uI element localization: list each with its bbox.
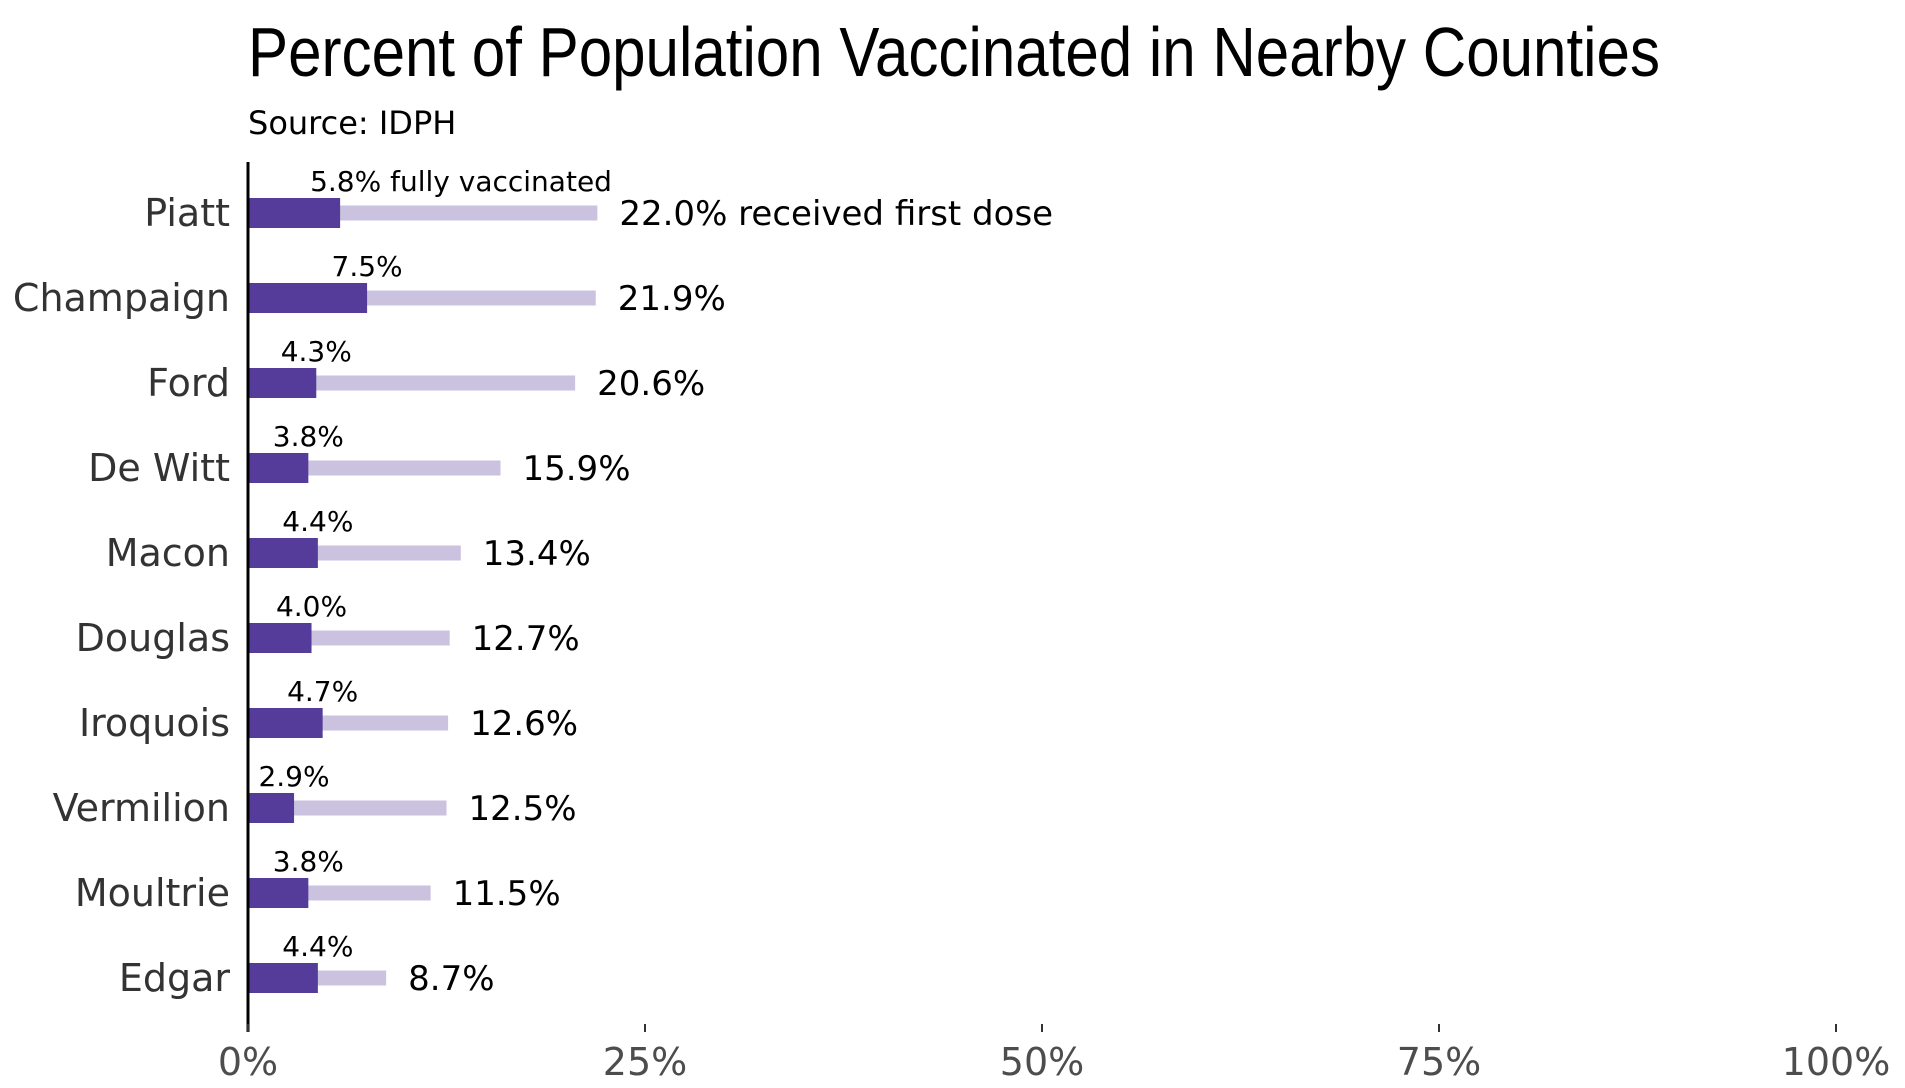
bar-fully-vaccinated — [248, 793, 295, 823]
label-fully-vaccinated: 4.4% — [282, 930, 353, 963]
label-fully-vaccinated: 2.9% — [258, 760, 329, 793]
label-fully-vaccinated: 3.8% — [273, 420, 344, 453]
bar-fully-vaccinated — [248, 368, 317, 398]
category-label: De Witt — [88, 446, 230, 490]
bar-fully-vaccinated — [248, 283, 368, 313]
category-label: Iroquois — [79, 701, 230, 745]
label-fully-vaccinated: 4.4% — [282, 505, 353, 538]
label-fully-vaccinated: 5.8% fully vaccinated — [310, 165, 612, 198]
label-first-dose: 8.7% — [408, 959, 494, 999]
label-fully-vaccinated: 4.0% — [276, 590, 347, 623]
x-tick-label: 75% — [1397, 1040, 1481, 1084]
label-first-dose: 12.5% — [469, 789, 577, 829]
chart-title: Percent of Population Vaccinated in Near… — [248, 13, 1660, 91]
category-label: Piatt — [144, 191, 230, 235]
label-first-dose: 11.5% — [453, 874, 561, 914]
label-first-dose: 15.9% — [522, 449, 630, 489]
bar-fully-vaccinated — [248, 963, 318, 993]
label-first-dose: 20.6% — [597, 364, 705, 404]
label-fully-vaccinated: 7.5% — [332, 250, 403, 283]
chart-subtitle: Source: IDPH — [248, 104, 456, 142]
bar-first-dose — [248, 375, 576, 391]
label-fully-vaccinated: 3.8% — [273, 845, 344, 878]
category-label: Macon — [106, 531, 230, 575]
bar-fully-vaccinated — [248, 623, 312, 653]
label-fully-vaccinated: 4.3% — [281, 335, 352, 368]
label-first-dose: 21.9% — [618, 279, 726, 319]
category-label: Edgar — [119, 956, 231, 1000]
label-first-dose: 22.0% received first dose — [619, 194, 1053, 234]
category-label: Champaign — [13, 276, 230, 320]
bar-fully-vaccinated — [248, 453, 309, 483]
label-first-dose: 13.4% — [483, 534, 591, 574]
category-label: Douglas — [76, 616, 230, 660]
x-tick-label: 100% — [1782, 1040, 1891, 1084]
bar-fully-vaccinated — [248, 538, 318, 568]
bar-fully-vaccinated — [248, 198, 341, 228]
x-tick-label: 0% — [218, 1040, 278, 1084]
label-first-dose: 12.6% — [470, 704, 578, 744]
x-tick-label: 25% — [603, 1040, 687, 1084]
label-first-dose: 12.7% — [472, 619, 580, 659]
bar-first-dose — [248, 460, 501, 476]
bar-first-dose — [248, 800, 447, 816]
bar-fully-vaccinated — [248, 878, 309, 908]
category-label: Moultrie — [75, 871, 230, 915]
bar-fully-vaccinated — [248, 708, 323, 738]
category-label: Vermilion — [53, 786, 230, 830]
x-tick-label: 50% — [1000, 1040, 1084, 1084]
label-fully-vaccinated: 4.7% — [287, 675, 358, 708]
category-label: Ford — [147, 361, 230, 405]
